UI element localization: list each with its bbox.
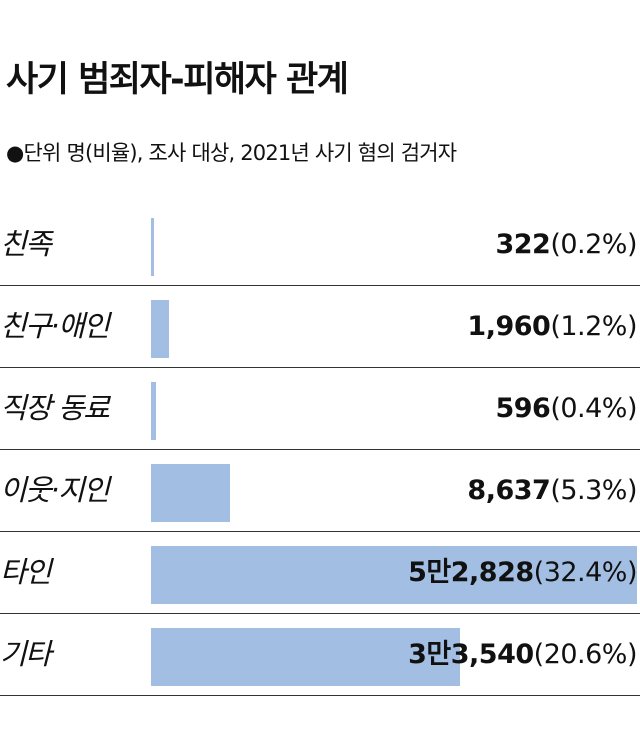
- category-label: 친구·애인: [0, 309, 110, 343]
- bar: [151, 464, 230, 522]
- value-percent: (0.2%): [550, 229, 637, 260]
- value-label: 596(0.4%): [495, 387, 637, 431]
- chart-row: 친구·애인 1,960(1.2%): [0, 286, 640, 368]
- bar: [151, 546, 637, 604]
- value-count: 8,637: [467, 475, 551, 506]
- row-divider: [0, 531, 640, 532]
- bar: [151, 382, 156, 440]
- value-count: 596: [495, 393, 551, 424]
- chart-row: 타인 5만2,828(32.4%): [0, 532, 640, 614]
- category-label: 이웃·지인: [0, 473, 110, 507]
- bar: [151, 300, 169, 358]
- bar: [151, 628, 460, 686]
- value-label: 1,960(1.2%): [467, 305, 637, 349]
- value-label: 8,637(5.3%): [467, 469, 637, 513]
- value-label: 3만3,540(20.6%): [408, 633, 637, 677]
- category-label: 친족: [0, 227, 52, 261]
- chart-subtitle: ●단위 명(비율), 조사 대상, 2021년 사기 혐의 검거자: [6, 141, 457, 165]
- row-divider: [0, 613, 640, 614]
- value-count: 322: [495, 229, 551, 260]
- category-label: 직장 동료: [0, 391, 110, 425]
- bar: [151, 218, 154, 276]
- category-label: 타인: [0, 555, 52, 589]
- value-label: 322(0.2%): [495, 223, 637, 267]
- value-count: 5만2,828: [408, 557, 534, 588]
- value-count: 1,960: [467, 311, 551, 342]
- chart-title: 사기 범죄자-피해자 관계: [6, 60, 349, 100]
- chart-row: 직장 동료 596(0.4%): [0, 368, 640, 450]
- row-divider: [0, 285, 640, 286]
- chart-row: 이웃·지인 8,637(5.3%): [0, 450, 640, 532]
- value-percent: (20.6%): [533, 639, 638, 670]
- category-label: 기타: [0, 637, 52, 671]
- bar-chart: 친족 322(0.2%) 친구·애인 1,960(1.2%) 직장 동료 596…: [0, 204, 640, 696]
- row-divider: [0, 449, 640, 450]
- value-percent: (0.4%): [550, 393, 637, 424]
- value-percent: (32.4%): [533, 557, 638, 588]
- row-divider: [0, 695, 640, 696]
- row-divider: [0, 367, 640, 368]
- value-label: 5만2,828(32.4%): [408, 551, 637, 595]
- chart-row: 기타 3만3,540(20.6%): [0, 614, 640, 696]
- value-percent: (5.3%): [550, 475, 637, 506]
- chart-row: 친족 322(0.2%): [0, 204, 640, 286]
- value-percent: (1.2%): [550, 311, 637, 342]
- value-count: 3만3,540: [408, 639, 534, 670]
